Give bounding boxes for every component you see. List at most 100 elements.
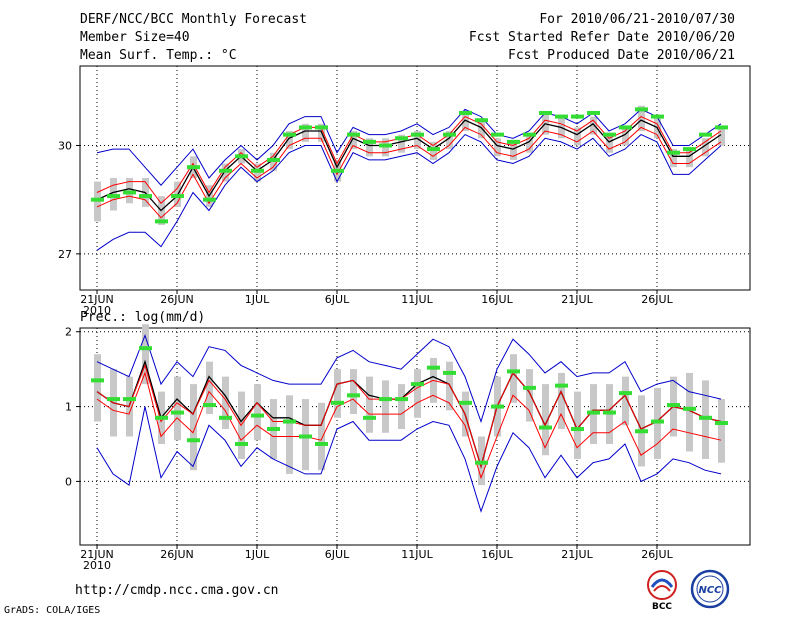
panel-1-green-marker-25: [491, 404, 504, 409]
panel-0-green-marker-3: [139, 194, 152, 199]
panel-0-ytick-label-0: 27: [58, 248, 72, 261]
panel-1-spread-bar-26: [510, 354, 517, 403]
panel-0-series-line-0: [96, 119, 722, 212]
panel-1-green-marker-1: [107, 397, 120, 402]
panel-1-green-marker-18: [379, 397, 392, 402]
panel-0-spread-bar-17: [366, 138, 373, 157]
panel-0-spread-bar-32: [606, 134, 613, 153]
panel-0-green-marker-2: [123, 190, 136, 195]
panel-0-green-marker-36: [667, 150, 680, 155]
panel-1-xtick-label-6: 21JUL: [561, 548, 593, 561]
panel-1-green-marker-5: [171, 410, 184, 415]
panel-0-green-marker-24: [475, 118, 488, 123]
panel-1-green-marker-34: [635, 429, 648, 434]
panel-0-xtick-label-0: 21JUN: [80, 293, 114, 306]
panel-0-series-line-4: [96, 133, 722, 251]
panel-1-xtick-label-7: 26JUL: [641, 548, 673, 561]
panel-1-green-marker-14: [315, 441, 328, 446]
panel-1-spread-bar-29: [558, 372, 565, 430]
refer-date: Fcst Started Refer Date 2010/06/20: [468, 30, 735, 45]
panel-0-green-marker-17: [363, 139, 376, 144]
panel-1-green-marker-31: [587, 410, 600, 415]
panel-1-spread-bar-16: [350, 369, 357, 415]
panel-0-green-marker-21: [427, 147, 440, 152]
panel-0-green-marker-4: [155, 219, 168, 224]
panel-1-green-marker-39: [715, 421, 728, 426]
panel-1-green-marker-32: [603, 410, 616, 415]
panel-1-green-marker-36: [667, 403, 680, 408]
panel-0-spread-bar-12: [286, 131, 293, 150]
panel-1-spread-bar-5: [174, 376, 181, 441]
bcc-logo-text: BCC: [652, 602, 672, 612]
panel-0-spread-bar-19: [398, 134, 405, 153]
panel-1-green-marker-38: [699, 415, 712, 420]
panel-0-green-marker-9: [235, 154, 248, 159]
panel-0-green-marker-23: [459, 110, 472, 115]
panel-0-green-marker-37: [683, 147, 696, 152]
panel-1-spread-bar-3: [142, 324, 149, 385]
panel-1-green-marker-0: [91, 378, 104, 383]
panel-1-ytick-label-1: 1: [65, 401, 72, 414]
ncc-logo-text: NCC: [698, 585, 722, 596]
panel-1-spread-bar-7: [206, 361, 213, 415]
panel-1-green-marker-22: [443, 370, 456, 375]
panel-1-green-marker-3: [139, 346, 152, 351]
ncc-logo: NCC: [690, 569, 730, 609]
panel-1-spread-bar-30: [574, 391, 581, 459]
panel-0-green-marker-39: [715, 125, 728, 130]
panel-0-spread-bar-37: [686, 149, 693, 168]
produced-date: Fcst Produced Date 2010/06/21: [508, 48, 735, 63]
panel-1-green-marker-15: [331, 400, 344, 405]
panel-1-green-marker-8: [219, 415, 232, 420]
panel-0-green-marker-5: [171, 194, 184, 199]
panel-0-green-marker-18: [379, 143, 392, 148]
panel-0-green-marker-25: [491, 132, 504, 137]
panel-0-spread-bar-38: [702, 138, 709, 157]
forecast-period: For 2010/06/21-2010/07/30: [539, 12, 735, 27]
panel-0-spread-bar-36: [670, 149, 677, 168]
panel-1-spread-bar-27: [526, 369, 533, 422]
panel-0-green-marker-8: [219, 168, 232, 173]
panel-1-year-label: 2010: [83, 559, 111, 572]
panel-1-green-marker-7: [203, 403, 216, 408]
panel-0-spread-bar-23: [462, 112, 469, 132]
panel-1-green-marker-33: [619, 391, 632, 396]
panel-0-green-marker-26: [507, 139, 520, 144]
panel-1-green-marker-26: [507, 369, 520, 374]
panel-0-spread-bar-16: [350, 131, 357, 150]
variable-label: Mean Surf. Temp.: °C: [80, 48, 237, 63]
panel-0-green-marker-32: [603, 132, 616, 137]
panel-1-spread-bar-6: [190, 384, 197, 471]
panel-0-xtick-label-5: 16JUL: [481, 293, 513, 306]
panel-1-green-marker-17: [363, 415, 376, 420]
member-size: Member Size=40: [80, 30, 190, 45]
panel-1-spread-bar-19: [398, 384, 405, 430]
panel-0-spread-bar-26: [510, 141, 517, 160]
panel-0-spread-bar-39: [718, 127, 725, 146]
panel-1-spread-bar-18: [382, 380, 389, 433]
panel-1-series-line-1: [96, 363, 722, 469]
panel-1-green-marker-12: [283, 419, 296, 424]
panel-0-xtick-label-3: 6JUL: [325, 293, 350, 306]
footer-url[interactable]: http://cmdp.ncc.cma.gov.cn: [75, 583, 279, 598]
panel-1-xtick-label-3: 6JUL: [325, 548, 350, 561]
panel-1-spread-bar-17: [366, 376, 373, 433]
panel-1-ytick-label-2: 2: [65, 326, 72, 339]
panel-0-spread-bar-27: [526, 134, 533, 153]
panel-0-xtick-label-4: 11JUL: [401, 293, 433, 306]
bcc-logo: BCC: [647, 570, 677, 612]
panel-1-series-line-4: [96, 406, 722, 513]
panel-0-green-marker-35: [651, 114, 664, 119]
panel-0-series-line-1: [96, 115, 722, 205]
panel-1-xtick-label-1: 26JUN: [160, 548, 194, 561]
panel-0-green-marker-13: [299, 125, 312, 130]
panel-0-green-marker-12: [283, 132, 296, 137]
panel-0-series-line-3: [96, 108, 722, 186]
panel-1-spread-bar-37: [686, 372, 693, 452]
panel-1-green-marker-6: [187, 438, 200, 443]
panel-0-frame: [79, 65, 751, 291]
panel-1-green-marker-9: [235, 441, 248, 446]
panel-0-xtick-label-2: 1JUL: [245, 293, 270, 306]
panel-0-green-marker-38: [699, 132, 712, 137]
